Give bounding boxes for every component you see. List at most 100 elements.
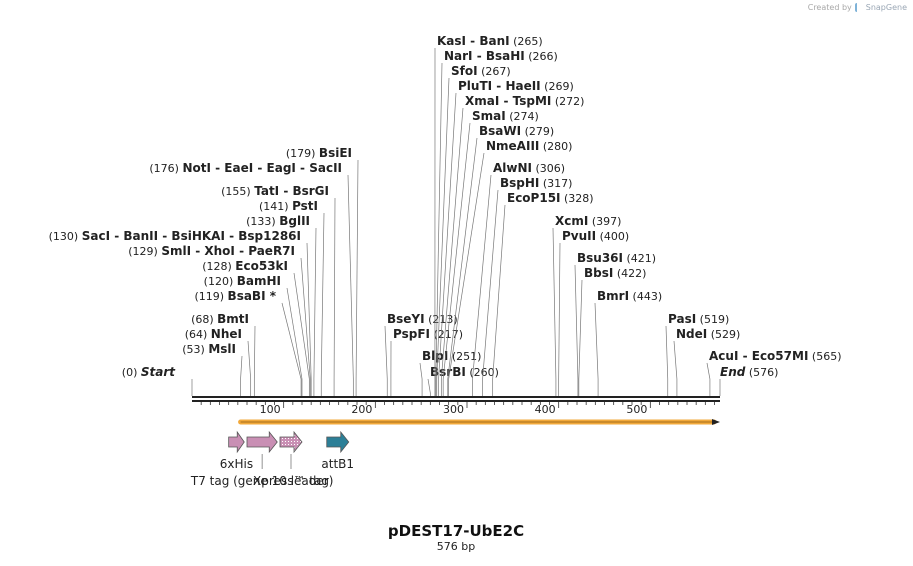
site-label[interactable]: BbsI (422) [584, 266, 646, 280]
feature-arrow-xpress-tag[interactable] [280, 432, 302, 452]
site-leader [420, 363, 422, 396]
site-name: MslI [208, 342, 236, 356]
site-position: (179) [286, 147, 319, 160]
site-label[interactable]: SfoI (267) [451, 64, 511, 78]
feature-label: 6xHis [220, 457, 253, 471]
site-label[interactable]: (64) NheI [185, 327, 242, 341]
site-name: KasI - BanI [437, 34, 510, 48]
site-label[interactable]: (120) BamHI [204, 274, 281, 288]
site-position: (68) [191, 313, 217, 326]
site-name: AlwNI [493, 161, 532, 175]
site-position: (269) [541, 80, 574, 93]
site-leader [241, 356, 242, 396]
site-name: TatI - BsrGI [254, 184, 329, 198]
site-position: (529) [707, 328, 740, 341]
site-leader [254, 326, 255, 396]
site-name: BamHI [237, 274, 281, 288]
site-name: SmlI - XhoI - PaeR7I [161, 244, 295, 258]
feature-arrow-t7-tag-gene-10-leader-[interactable] [247, 432, 277, 452]
site-name: NotI - EaeI - EagI - SacII [182, 161, 342, 175]
feature-arrow-6xhis[interactable] [229, 432, 245, 452]
site-label[interactable]: NdeI (529) [676, 327, 740, 341]
site-name: Bsu36I [577, 251, 623, 265]
site-leader [334, 198, 335, 396]
site-label[interactable]: AcuI - Eco57MI (565) [709, 349, 841, 363]
site-position: (119) [194, 290, 227, 303]
site-label[interactable]: (141) PstI [259, 199, 318, 213]
site-leader [356, 160, 358, 396]
ruler-label: 400 [535, 403, 556, 416]
site-name: BmrI [597, 289, 629, 303]
site-position: (397) [588, 215, 621, 228]
site-label[interactable]: (176) NotI - EaeI - EagI - SacII [149, 161, 342, 175]
site-position: (129) [128, 245, 161, 258]
site-label[interactable]: NmeAIII (280) [486, 139, 572, 153]
site-name: BsaBI * [228, 289, 277, 303]
site-label[interactable]: (53) MslI [182, 342, 236, 356]
site-label[interactable]: (128) Eco53kI [202, 259, 288, 273]
site-name: NmeAIII [486, 139, 539, 153]
site-position: (280) [539, 140, 572, 153]
site-leader [595, 303, 598, 396]
site-name: PvuII [562, 229, 596, 243]
site-position: (565) [808, 350, 841, 363]
site-name: NarI - BsaHI [444, 49, 525, 63]
site-name: NheI [211, 327, 242, 341]
site-position: (317) [539, 177, 572, 190]
site-label[interactable]: (130) SacI - BanII - BsiHKAI - Bsp1286I [49, 229, 301, 243]
site-name: BsaWI [479, 124, 521, 138]
site-label[interactable]: (119) BsaBI * [194, 289, 276, 303]
site-leader [553, 228, 556, 396]
site-label[interactable]: KasI - BanI (265) [437, 34, 543, 48]
site-label[interactable]: Bsu36I (421) [577, 251, 656, 265]
site-leader [428, 379, 430, 396]
feature-arrow-attb1[interactable] [327, 432, 349, 452]
site-label[interactable]: PluTI - HaeII (269) [458, 79, 574, 93]
site-position: (260) [466, 366, 499, 379]
site-leader [559, 243, 560, 396]
site-label[interactable]: (68) BmtI [191, 312, 249, 326]
site-leader [436, 63, 442, 396]
site-leader [348, 175, 353, 396]
site-name: SmaI [472, 109, 506, 123]
site-position: (443) [629, 290, 662, 303]
ruler-label: 300 [443, 403, 464, 416]
site-label[interactable]: EcoP15I (328) [507, 191, 594, 205]
site-name: PluTI - HaeII [458, 79, 541, 93]
site-label[interactable]: (129) SmlI - XhoI - PaeR7I [128, 244, 295, 258]
snapgene-logo-icon [855, 3, 863, 12]
site-position: (266) [525, 50, 558, 63]
orf-arrow-head [712, 419, 720, 425]
site-label[interactable]: (179) BsiEI [286, 146, 352, 160]
ruler-label: 100 [260, 403, 281, 416]
site-position: (267) [478, 65, 511, 78]
site-label[interactable]: BmrI (443) [597, 289, 662, 303]
site-name: XmaI - TspMI [465, 94, 551, 108]
site-name: SacI - BanII - BsiHKAI - Bsp1286I [82, 229, 301, 243]
site-position: (279) [521, 125, 554, 138]
site-label[interactable]: End (576) [720, 365, 778, 379]
site-label[interactable]: AlwNI (306) [493, 161, 565, 175]
site-label[interactable]: BspHI (317) [500, 176, 572, 190]
site-label[interactable]: (0) Start [122, 365, 176, 379]
site-position: (306) [532, 162, 565, 175]
site-position: (265) [510, 35, 543, 48]
site-label[interactable]: BseYI (213) [387, 312, 458, 326]
site-label[interactable]: BsaWI (279) [479, 124, 554, 138]
map-length: 576 bp [437, 540, 475, 553]
site-name: EcoP15I [507, 191, 561, 205]
site-name: BsiEI [319, 146, 352, 160]
site-label[interactable]: NarI - BsaHI (266) [444, 49, 558, 63]
site-label[interactable]: XmaI - TspMI (272) [465, 94, 584, 108]
credit-badge: Created by SnapGene [808, 3, 907, 12]
site-leader [707, 363, 710, 396]
site-leader [579, 280, 582, 396]
site-label[interactable]: (133) BglII [246, 214, 310, 228]
site-label[interactable]: PasI (519) [668, 312, 729, 326]
site-label[interactable]: PvuII (400) [562, 229, 629, 243]
site-label[interactable]: (155) TatI - BsrGI [221, 184, 329, 198]
site-label[interactable]: XcmI (397) [555, 214, 621, 228]
site-label[interactable]: BsrBI (260) [430, 365, 499, 379]
site-label[interactable]: SmaI (274) [472, 109, 539, 123]
